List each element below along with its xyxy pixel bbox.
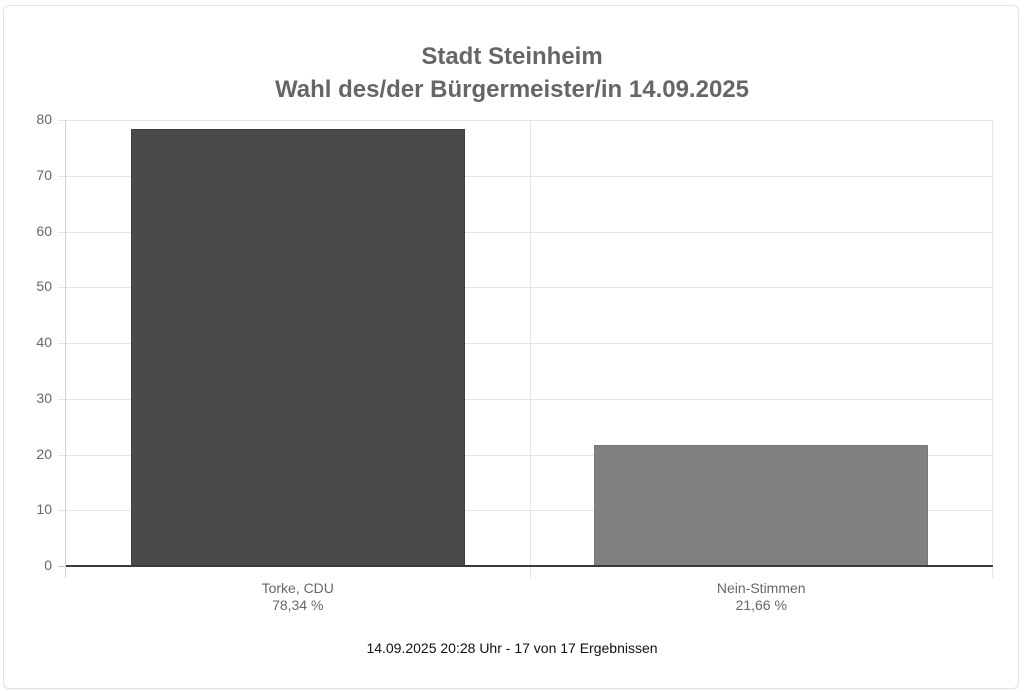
y-tick-label: 20 (36, 445, 52, 462)
chart-title: Stadt Steinheim (421, 43, 603, 70)
category-percentage: 21,66 % (735, 597, 787, 613)
y-tick-label: 40 (36, 334, 52, 350)
gridline-horizontal (58, 175, 993, 177)
gridline-vertical (992, 120, 993, 578)
x-category-label: Nein-Stimmen 21,66 % (530, 580, 994, 614)
results-status: 14.09.2025 20:28 Uhr - 17 von 17 Ergebni… (366, 640, 658, 656)
category-name: Torke, CDU (261, 580, 334, 596)
y-tick-label: 10 (36, 501, 52, 518)
gridline-horizontal (58, 343, 993, 344)
chart-subtitle: Wahl des/der Bürgermeister/in 14.09.2025 (275, 76, 749, 103)
gridline-horizontal (58, 287, 993, 289)
gridline-vertical (529, 120, 531, 578)
gridline-horizontal (58, 510, 993, 512)
y-tick-label: 70 (36, 166, 52, 183)
y-tick-label: 50 (36, 278, 52, 295)
y-axis-line (65, 120, 66, 578)
category-percentage: 78,34 % (272, 597, 324, 613)
category-name: Nein-Stimmen (716, 580, 806, 596)
bar-0[interactable] (130, 129, 465, 566)
x-axis-baseline (66, 565, 993, 567)
y-tick-label: 80 (36, 111, 52, 127)
gridline-horizontal (58, 120, 993, 121)
plot-area (58, 120, 993, 578)
y-tick-label: 60 (36, 222, 52, 239)
bar-1[interactable] (594, 445, 929, 566)
gridline-horizontal (58, 398, 993, 400)
tick-mark (58, 566, 66, 567)
y-tick-label: 30 (36, 389, 52, 406)
gridline-horizontal (58, 231, 993, 233)
gridline-horizontal (58, 454, 993, 456)
x-category-label: Torke, CDU 78,34 % (66, 580, 530, 614)
y-tick-label: 0 (44, 557, 52, 573)
